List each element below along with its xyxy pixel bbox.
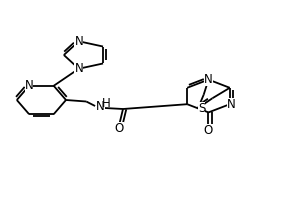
Text: N: N bbox=[74, 35, 83, 48]
Text: S: S bbox=[198, 102, 206, 115]
Text: O: O bbox=[204, 124, 213, 137]
Text: N: N bbox=[96, 100, 105, 114]
Text: N: N bbox=[74, 62, 83, 75]
Text: O: O bbox=[115, 122, 124, 135]
Text: N: N bbox=[204, 73, 213, 86]
Text: N: N bbox=[25, 79, 34, 92]
Text: H: H bbox=[101, 97, 110, 110]
Text: N: N bbox=[227, 98, 236, 111]
